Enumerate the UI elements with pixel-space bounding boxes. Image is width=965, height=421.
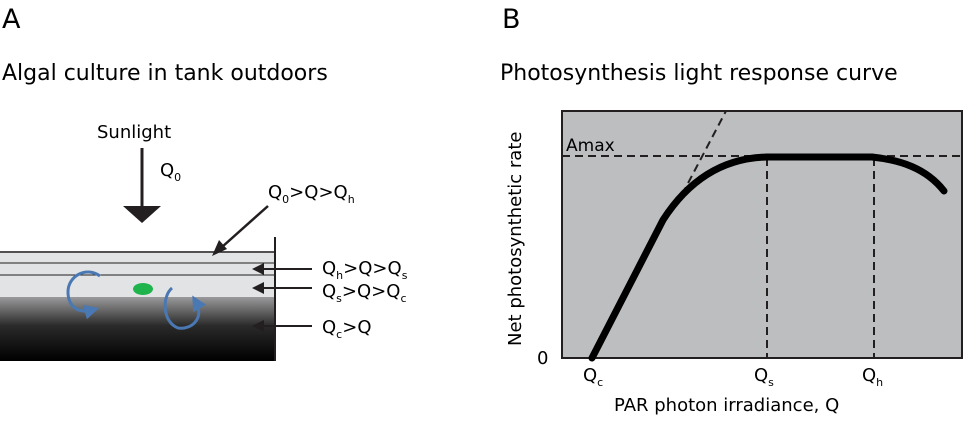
x-tick-qc: Qc <box>583 365 603 389</box>
relation-arrow-middle <box>252 282 312 294</box>
panel-b-letter: B <box>502 4 521 35</box>
y-axis-label: Net photosynthetic rate <box>505 132 526 346</box>
relation-arrow-surface <box>212 205 269 256</box>
algal-cell <box>133 283 153 295</box>
relation-label-middle: Qs>Q>Qc <box>322 281 407 305</box>
relation-label-surface: Q0>Q>Qh <box>268 182 355 206</box>
x-tick-qs: Qs <box>754 365 774 389</box>
x-axis-label: PAR photon irradiance, Q <box>614 395 839 416</box>
circulation-arrow-right <box>163 286 207 330</box>
sunlight-arrow <box>123 148 161 223</box>
response-curve <box>588 153 948 362</box>
relation-arrow-bottom <box>252 320 312 332</box>
incident-irradiance-label: Q0 <box>160 160 181 184</box>
panel-a-letter: A <box>2 4 21 35</box>
x-tick-qh: Qh <box>862 365 883 389</box>
dark-water-layer <box>0 297 275 361</box>
relation-label-upper: Qh>Q>Qs <box>322 258 408 282</box>
y-zero-label: 0 <box>537 348 548 369</box>
panel-a-title: Algal culture in tank outdoors <box>2 61 328 86</box>
tank <box>0 237 276 361</box>
plot-area <box>561 110 963 359</box>
amax-label: Amax <box>566 136 615 156</box>
relation-arrow-upper <box>252 263 312 275</box>
circulation-arrow-left <box>66 270 101 320</box>
relation-label-bottom: Qc>Q <box>322 317 372 341</box>
panel-b-title: Photosynthesis light response curve <box>500 61 898 86</box>
sunlight-label: Sunlight <box>97 122 171 143</box>
